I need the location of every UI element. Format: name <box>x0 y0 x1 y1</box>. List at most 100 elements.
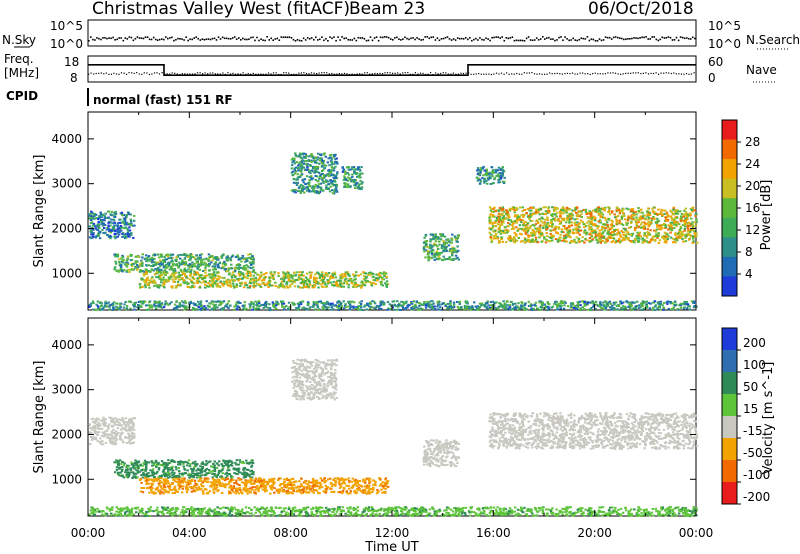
echo-pixel <box>115 269 118 272</box>
echo-pixel <box>128 271 131 273</box>
echo-pixel <box>189 300 192 303</box>
echo-pixel <box>213 307 217 310</box>
nave-point <box>635 72 637 74</box>
echo-pixel <box>657 219 661 222</box>
echo-pixel <box>432 238 435 241</box>
echo-pixel <box>203 281 206 284</box>
noise-point <box>643 36 645 39</box>
nave-point <box>285 72 287 74</box>
echo-pixel <box>290 158 294 161</box>
echo-pixel <box>574 307 577 309</box>
nave-point <box>506 72 508 74</box>
echo-pixel <box>599 303 603 306</box>
echo-pixel <box>222 266 225 269</box>
noise-point <box>213 37 216 40</box>
echo-pixel <box>546 226 549 229</box>
echo-pixel <box>224 267 227 270</box>
echo-pixel <box>446 239 450 242</box>
echo-pixel <box>487 178 490 181</box>
echo-pixel <box>257 300 261 303</box>
echo-pixel <box>181 271 185 274</box>
echo-pixel <box>488 174 491 177</box>
echo-pixel <box>300 168 303 171</box>
echo-pixel <box>121 256 125 259</box>
echo-pixel <box>156 284 159 287</box>
echo-pixel <box>109 231 113 234</box>
echo-pixel <box>92 235 95 238</box>
nave-point <box>442 72 444 74</box>
echo-pixel <box>126 211 130 214</box>
echo-pixel <box>534 223 537 226</box>
echo-pixel <box>334 177 338 179</box>
echo-pixel <box>449 300 452 303</box>
echo-pixel <box>298 278 301 281</box>
echo-pixel <box>131 224 135 227</box>
echo-pixel <box>299 303 303 305</box>
echo-pixel <box>536 220 540 223</box>
echo-pixel <box>283 286 286 289</box>
echo-pixel <box>615 209 618 212</box>
echo-pixel <box>683 229 686 232</box>
echo-pixel <box>275 300 278 303</box>
echo-pixel <box>484 180 487 182</box>
echo-pixel <box>623 214 626 217</box>
echo-pixel <box>194 303 197 306</box>
echo-pixel <box>588 237 592 239</box>
echo-pixel <box>148 306 152 309</box>
echo-pixel <box>221 265 224 268</box>
noise-point <box>130 36 133 39</box>
echo-pixel <box>305 163 308 166</box>
echo-pixel <box>551 223 554 226</box>
echo-pixel <box>501 240 505 243</box>
echo-pixel <box>115 305 118 308</box>
echo-pixel <box>204 269 207 271</box>
echo-pixel <box>232 279 235 282</box>
echo-pixel <box>191 261 194 264</box>
echo-pixel <box>301 186 305 189</box>
echo-pixel <box>529 225 532 227</box>
echo-pixel <box>499 302 502 305</box>
echo-pixel <box>221 307 224 310</box>
echo-pixel <box>203 286 207 289</box>
echo-pixel <box>425 240 428 242</box>
echo-pixel <box>171 278 174 281</box>
echo-pixel <box>349 177 352 180</box>
echo-pixel <box>509 308 512 311</box>
echo-pixel <box>115 232 118 235</box>
noise-point <box>444 36 447 39</box>
echo-pixel <box>254 280 258 283</box>
echo-pixel <box>98 237 102 240</box>
echo-pixel <box>308 190 311 193</box>
echo-pixel <box>431 305 435 308</box>
echo-pixel <box>222 283 226 285</box>
echo-pixel <box>672 207 675 210</box>
echo-pixel <box>590 235 593 238</box>
echo-pixel <box>454 254 458 257</box>
echo-pixel <box>353 181 356 184</box>
echo-pixel <box>304 307 307 310</box>
echo-pixel <box>643 221 646 224</box>
echo-pixel <box>594 231 598 234</box>
echo-pixel <box>625 229 628 232</box>
echo-pixel <box>259 276 262 279</box>
echo-pixel <box>391 300 394 303</box>
echo-pixel <box>313 159 316 162</box>
echo-pixel <box>319 283 322 286</box>
echo-pixel <box>248 282 251 284</box>
nave-point <box>516 72 518 75</box>
noise-point <box>673 39 676 41</box>
echo-pixel <box>270 284 273 287</box>
echo-pixel <box>575 308 578 311</box>
echo-pixel <box>92 232 95 235</box>
echo-pixel <box>228 283 232 286</box>
echo-pixel <box>96 223 99 226</box>
echo-pixel <box>637 234 640 236</box>
echo-pixel <box>641 300 645 303</box>
echo-pixel <box>433 243 436 246</box>
nave-point <box>457 73 460 75</box>
echo-pixel <box>342 300 345 303</box>
echo-pixel <box>146 258 149 261</box>
echo-pixel <box>175 285 178 288</box>
echo-pixel <box>254 284 257 287</box>
echo-pixel <box>185 281 188 284</box>
